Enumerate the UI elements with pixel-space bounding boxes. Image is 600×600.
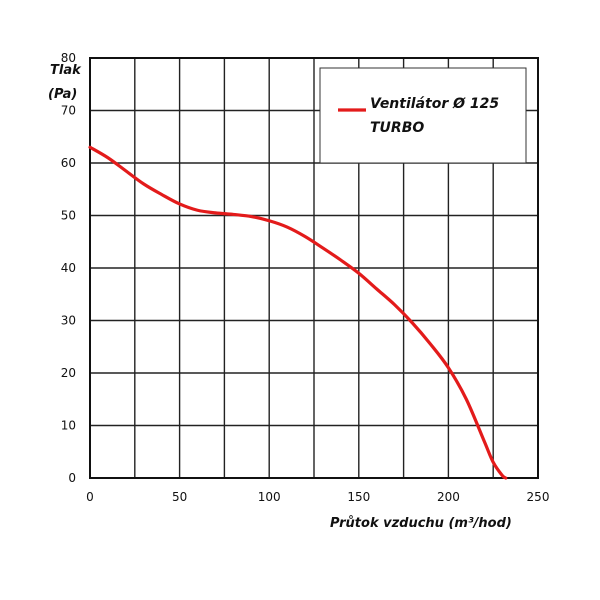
- y-tick-label: 20: [61, 366, 76, 380]
- series-line: [88, 145, 508, 480]
- y-tick-label: 70: [61, 104, 76, 118]
- y-axis-title-line1: Tlak: [50, 63, 82, 78]
- y-tick-label: 10: [61, 419, 76, 433]
- legend-box: [319, 67, 527, 164]
- x-tick-label: 50: [172, 490, 187, 504]
- y-tick-label: 30: [61, 314, 76, 328]
- y-axis-title-line2: (Pa): [48, 87, 77, 102]
- x-tick-label: 250: [527, 490, 550, 504]
- x-tick-label: 150: [347, 490, 370, 504]
- y-tick-label: 50: [61, 209, 76, 223]
- y-tick-label: 40: [61, 261, 76, 275]
- x-axis-title: Průtok vzduchu (m³/hod): [330, 516, 512, 531]
- x-tick-label: 200: [437, 490, 460, 504]
- legend-label-line1: Ventilátor Ø 125: [370, 96, 499, 112]
- x-tick-label: 0: [86, 490, 94, 504]
- plot-frame: [89, 57, 539, 479]
- y-tick-label: 0: [68, 471, 76, 485]
- legend-label-line2: TURBO: [370, 120, 424, 136]
- y-tick-label: 60: [61, 156, 76, 170]
- x-tick-label: 100: [258, 490, 281, 504]
- tick-labels: 0 50 100 150 200 250 0 10 20 30 40 50 60 70 80: [61, 51, 550, 504]
- y-tick-label: 80: [61, 51, 76, 65]
- axes: [89, 57, 539, 479]
- legend: Ventilátor Ø 125 TURBO: [319, 67, 527, 164]
- series: [88, 145, 508, 480]
